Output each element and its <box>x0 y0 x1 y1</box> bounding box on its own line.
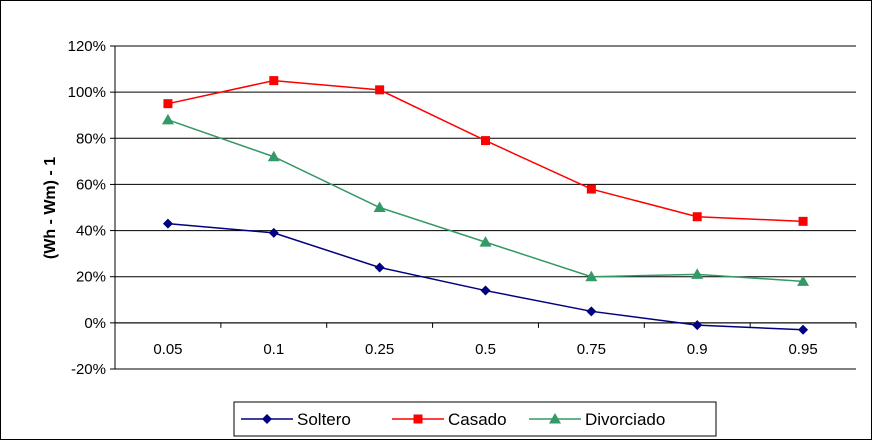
y-axis-label: (Wh - Wm) - 1 <box>42 157 59 259</box>
data-point-divorciado <box>267 150 280 162</box>
data-point-casado <box>269 76 279 86</box>
data-point-soltero <box>162 218 173 229</box>
x-tick-label: 0.75 <box>577 341 606 358</box>
legend-item-soltero: Soltero <box>241 410 351 429</box>
data-point-soltero <box>268 227 279 238</box>
data-point-casado <box>163 99 173 109</box>
series-divorciado <box>161 113 810 286</box>
series-group <box>161 76 810 335</box>
x-tick-label: 0.5 <box>475 341 496 358</box>
data-point-soltero <box>374 262 385 273</box>
y-tick-label: -20% <box>71 361 106 378</box>
y-tick-label: 80% <box>76 130 106 147</box>
data-point-soltero <box>798 324 809 335</box>
legend-label: Soltero <box>297 410 351 429</box>
legend-box <box>233 401 717 437</box>
data-point-divorciado <box>691 268 704 279</box>
data-point-divorciado <box>797 275 810 286</box>
x-tick-label: 0.95 <box>788 341 817 358</box>
y-tick-label: 60% <box>76 176 106 193</box>
axes: -20% 0% 20% 40% 60% 80% 100% 120% 0.05 0.1 0.25 0.5… <box>68 38 857 378</box>
data-point-soltero <box>692 320 703 331</box>
series-casado <box>163 76 808 226</box>
data-point-casado <box>798 216 808 226</box>
series-soltero <box>162 218 809 335</box>
legend-item-casado: Casado <box>392 410 507 429</box>
y-tick-label: 20% <box>76 269 106 286</box>
legend-marker-divorciado <box>549 413 561 424</box>
data-point-soltero <box>480 285 491 296</box>
data-point-divorciado <box>585 270 598 282</box>
y-tick-label: 0% <box>84 315 106 332</box>
legend-label: Casado <box>448 410 507 429</box>
x-tick-label: 0.1 <box>263 341 284 358</box>
x-tick-label: 0.05 <box>153 341 182 358</box>
legend-marker-soltero <box>262 414 272 424</box>
legend-item-divorciado: Divorciado <box>529 410 665 429</box>
legend-marker-casado <box>413 414 423 424</box>
data-point-divorciado <box>161 113 174 125</box>
data-point-divorciado <box>373 201 386 212</box>
x-tick-label: 0.9 <box>687 341 708 358</box>
data-point-soltero <box>586 306 597 317</box>
data-point-casado <box>481 136 490 146</box>
y-tick-label: 100% <box>68 84 106 101</box>
y-tick-label: 40% <box>76 223 106 240</box>
data-point-casado <box>375 85 385 95</box>
x-tick-label: 0.25 <box>365 341 394 358</box>
data-point-divorciado <box>479 236 492 247</box>
data-point-casado <box>586 184 596 194</box>
y-tick-label: 120% <box>68 38 106 55</box>
legend: Soltero Casado Divorciado <box>233 401 717 437</box>
data-point-casado <box>692 212 702 222</box>
legend-label: Divorciado <box>585 410 665 429</box>
